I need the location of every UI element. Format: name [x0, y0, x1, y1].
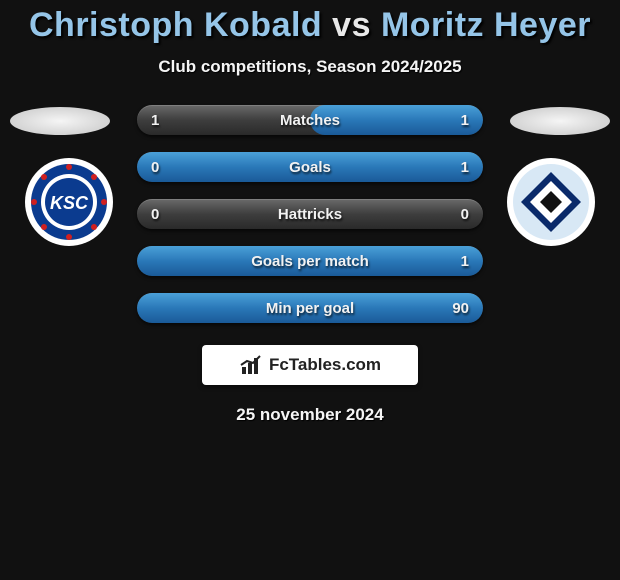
stat-row-goals-per-match: Goals per match 1 — [137, 246, 483, 276]
stats-list: 1 Matches 1 0 Goals 1 0 Hattricks 0 Goal… — [137, 105, 483, 323]
brand-text: FcTables.com — [269, 355, 381, 375]
player2-club-logo — [506, 157, 596, 247]
stat-row-min-per-goal: Min per goal 90 — [137, 293, 483, 323]
stats-area: KSC 1 Matches 1 0 Goals — [0, 105, 620, 323]
hsv-logo-icon — [506, 157, 596, 247]
brand-link[interactable]: FcTables.com — [202, 345, 418, 385]
page-title: Christoph Kobald vs Moritz Heyer — [0, 6, 620, 45]
stat-label: Min per goal — [173, 300, 447, 317]
stat-label: Matches — [173, 112, 447, 129]
stat-row-hattricks: 0 Hattricks 0 — [137, 199, 483, 229]
player1-name: Christoph Kobald — [29, 6, 322, 44]
player2-name: Moritz Heyer — [381, 6, 591, 44]
stat-left-value: 0 — [151, 159, 173, 176]
stat-row-matches: 1 Matches 1 — [137, 105, 483, 135]
vs-label: vs — [332, 6, 371, 44]
stat-label: Hattricks — [173, 206, 447, 223]
stat-right-value: 90 — [447, 300, 469, 317]
stat-left-value: 0 — [151, 206, 173, 223]
date-label: 25 november 2024 — [0, 405, 620, 425]
stat-left-value: 1 — [151, 112, 173, 129]
stat-label: Goals — [173, 159, 447, 176]
player1-club-logo: KSC — [24, 157, 114, 247]
svg-text:KSC: KSC — [50, 193, 89, 213]
stat-row-goals: 0 Goals 1 — [137, 152, 483, 182]
player1-photo — [10, 107, 110, 135]
stat-right-value: 0 — [447, 206, 469, 223]
subtitle: Club competitions, Season 2024/2025 — [0, 57, 620, 77]
stat-label: Goals per match — [173, 253, 447, 270]
stat-right-value: 1 — [447, 253, 469, 270]
comparison-card: Christoph Kobald vs Moritz Heyer Club co… — [0, 0, 620, 425]
player2-photo — [510, 107, 610, 135]
ksc-logo-icon: KSC — [24, 157, 114, 247]
stat-right-value: 1 — [447, 112, 469, 129]
chart-icon — [239, 353, 263, 377]
stat-right-value: 1 — [447, 159, 469, 176]
